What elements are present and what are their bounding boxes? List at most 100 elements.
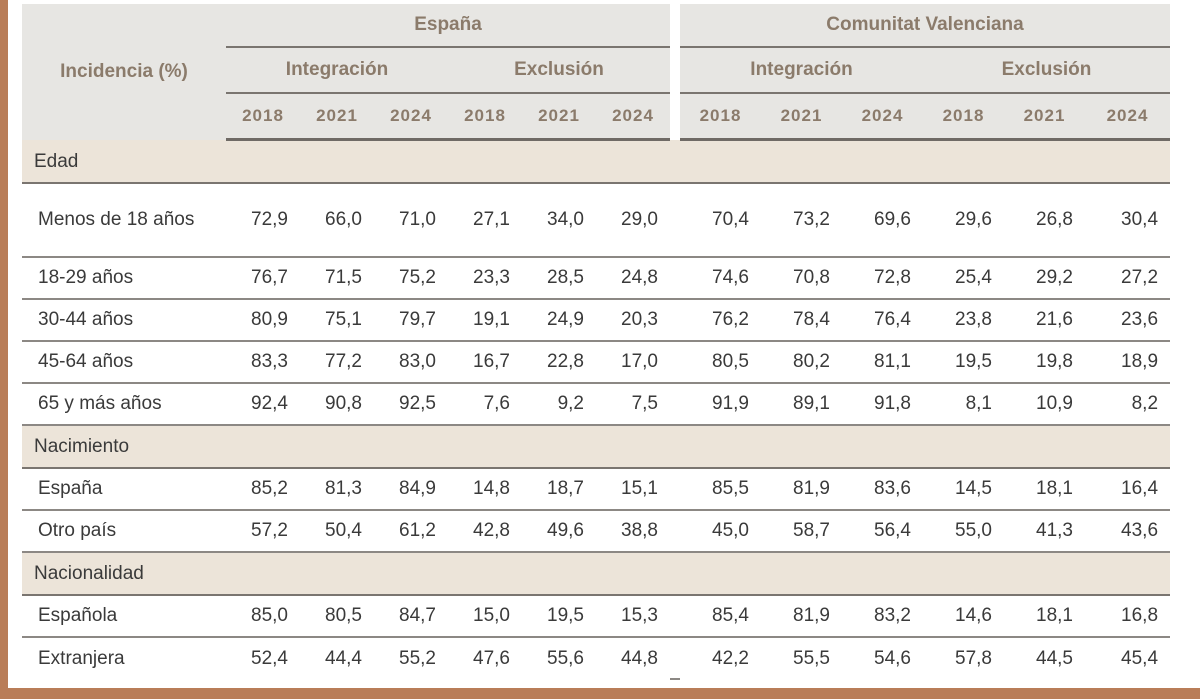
value-cell: 44,8 <box>621 647 658 669</box>
group-gap <box>670 637 680 680</box>
table-row: Extranjera 52,4 44,4 55,2 47,6 55,6 44,8 42,2 55… <box>22 637 1170 680</box>
value-cell: 43,6 <box>1085 510 1171 553</box>
value-cell: 16,7 <box>448 341 522 384</box>
section-row: Nacimiento <box>22 425 1171 469</box>
value-cell: 75,1 <box>300 299 374 342</box>
value-cell: 83,3 <box>226 341 300 384</box>
value-cell: 78,4 <box>761 299 842 342</box>
value-cell: 50,4 <box>300 510 374 553</box>
value-cell: 14,5 <box>923 468 1004 511</box>
table-row: Española 85,0 80,5 84,7 15,0 19,5 15,3 85,4 81,9… <box>22 595 1171 638</box>
row-label: Menos de 18 años <box>22 183 226 258</box>
value-cell: 45,4 <box>1121 647 1159 669</box>
group-header-cv: Comunitat Valenciana <box>680 4 1171 48</box>
value-cell: 42,2 <box>712 647 749 669</box>
year-header: 2024 <box>842 93 923 141</box>
value-cell: 84,7 <box>374 595 448 638</box>
table-row: 18-29 años 76,7 71,5 75,2 23,3 28,5 24,8 74,6 70… <box>22 257 1171 300</box>
group-gap <box>670 183 680 258</box>
value-cell: 57,2 <box>226 510 300 553</box>
value-cell: 19,8 <box>1004 341 1085 384</box>
year-header: 2024 <box>374 93 448 141</box>
group-gap <box>670 383 680 426</box>
value-cell: 14,6 <box>923 595 1004 638</box>
year-header: 2018 <box>923 93 1004 141</box>
group-header-espana: España <box>226 4 670 48</box>
value-cell: 15,0 <box>448 595 522 638</box>
value-cell: 54,6 <box>874 647 911 669</box>
value-cell: 19,1 <box>448 299 522 342</box>
value-cell: 55,6 <box>547 647 584 669</box>
value-cell: 85,5 <box>680 468 761 511</box>
value-cell: 76,2 <box>680 299 761 342</box>
value-cell: 29,2 <box>1004 257 1085 300</box>
value-cell: 9,2 <box>522 383 596 426</box>
value-cell: 49,6 <box>522 510 596 553</box>
value-cell: 81,9 <box>761 468 842 511</box>
value-cell: 10,9 <box>1004 383 1085 426</box>
table-row: España 85,2 81,3 84,9 14,8 18,7 15,1 85,5 81,9 83… <box>22 468 1171 511</box>
subgroup-header: Exclusión <box>923 47 1171 94</box>
section-label: Nacimiento <box>22 425 1171 469</box>
section-row: Edad <box>22 139 1171 184</box>
value-cell: 52,4 <box>251 647 288 669</box>
value-cell: 41,3 <box>1004 510 1085 553</box>
value-cell: 55,5 <box>793 647 830 669</box>
value-cell: 69,6 <box>842 183 923 258</box>
value-cell: 56,4 <box>842 510 923 553</box>
year-header: 2021 <box>300 93 374 141</box>
value-cell: 91,8 <box>842 383 923 426</box>
value-cell: 27,2 <box>1085 257 1171 300</box>
row-label: Otro país <box>22 510 226 553</box>
value-cell: 29,6 <box>923 183 1004 258</box>
value-cell: 81,3 <box>300 468 374 511</box>
subgroup-header: Integración <box>226 47 448 94</box>
value-cell: 80,9 <box>226 299 300 342</box>
value-cell: 58,7 <box>761 510 842 553</box>
table-row: 45-64 años 83,3 77,2 83,0 16,7 22,8 17,0 80,5 80… <box>22 341 1171 384</box>
value-cell: 73,2 <box>761 183 842 258</box>
value-cell: 18,9 <box>1085 341 1171 384</box>
value-cell: 18,1 <box>1004 468 1085 511</box>
table-row: 30-44 años 80,9 75,1 79,7 19,1 24,9 20,3 76,2 78… <box>22 299 1171 342</box>
value-cell: 61,2 <box>374 510 448 553</box>
value-cell: 23,3 <box>448 257 522 300</box>
value-cell: 26,8 <box>1004 183 1085 258</box>
value-cell: 76,7 <box>226 257 300 300</box>
value-cell: 8,2 <box>1085 383 1171 426</box>
value-cell: 74,6 <box>680 257 761 300</box>
value-cell: 30,4 <box>1085 183 1171 258</box>
row-label: 65 y más años <box>22 383 226 426</box>
value-cell: 85,2 <box>226 468 300 511</box>
value-cell: 89,1 <box>761 383 842 426</box>
row-label: Española <box>22 595 226 638</box>
value-cell: 57,8 <box>955 647 992 669</box>
value-cell: 19,5 <box>522 595 596 638</box>
year-header: 2024 <box>1085 93 1171 141</box>
value-cell: 23,8 <box>923 299 1004 342</box>
value-cell: 20,3 <box>596 299 670 342</box>
value-cell: 47,6 <box>473 647 510 669</box>
value-cell: 24,9 <box>522 299 596 342</box>
value-cell: 81,1 <box>842 341 923 384</box>
table-row: Menos de 18 años 72,9 66,0 71,0 27,1 34,0 29,0… <box>22 183 1171 258</box>
value-cell: 80,5 <box>300 595 374 638</box>
value-cell: 19,5 <box>923 341 1004 384</box>
value-cell: 7,5 <box>596 383 670 426</box>
group-gap <box>670 257 680 300</box>
group-gap <box>670 595 680 638</box>
value-cell: 84,9 <box>374 468 448 511</box>
row-label-header: Incidencia (%) <box>22 4 226 140</box>
value-cell: 83,6 <box>842 468 923 511</box>
value-cell: 27,1 <box>448 183 522 258</box>
year-header: 2018 <box>448 93 522 141</box>
value-cell: 92,4 <box>226 383 300 426</box>
value-cell: 7,6 <box>448 383 522 426</box>
value-cell: 91,9 <box>680 383 761 426</box>
value-cell: 81,9 <box>761 595 842 638</box>
year-header: 2021 <box>522 93 596 141</box>
value-cell: 24,8 <box>596 257 670 300</box>
value-cell: 18,7 <box>522 468 596 511</box>
value-cell: 15,3 <box>596 595 670 638</box>
group-gap <box>670 299 680 342</box>
